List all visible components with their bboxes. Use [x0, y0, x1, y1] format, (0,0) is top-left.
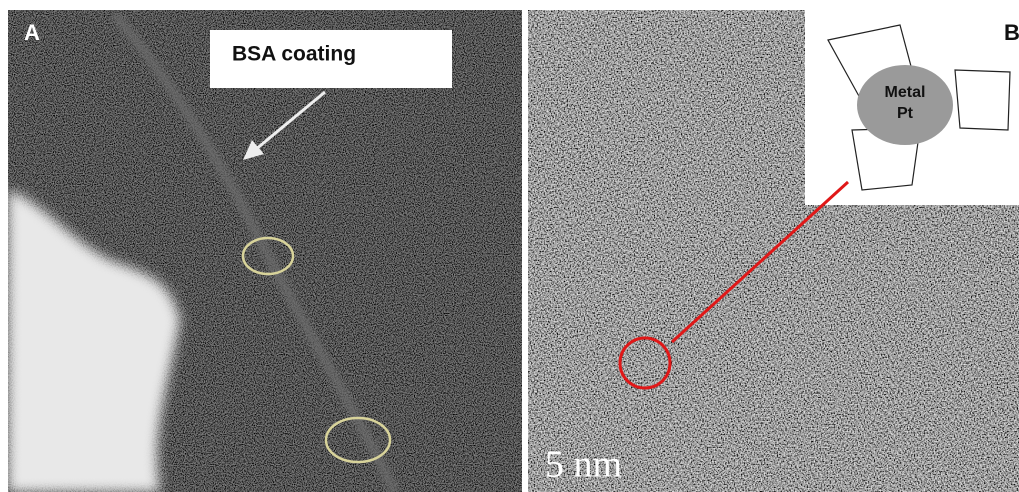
panel-label: B: [1004, 20, 1019, 45]
panel-a: BSA coating A: [8, 10, 522, 492]
page: {"panels": [ {"label": "A", "annotation"…: [0, 0, 1019, 492]
annotation: BSA coating: [232, 43, 356, 66]
panel-b: Metal Pt 5 nm B: [528, 10, 1019, 492]
core-label: Pt: [897, 105, 914, 122]
core-label: Metal: [885, 84, 926, 101]
scale-bar-label: 5 nm: [545, 444, 622, 486]
figure: BSA coating A Metal Pt 5 nm B: [0, 0, 1019, 492]
panel-label: A: [24, 20, 40, 45]
